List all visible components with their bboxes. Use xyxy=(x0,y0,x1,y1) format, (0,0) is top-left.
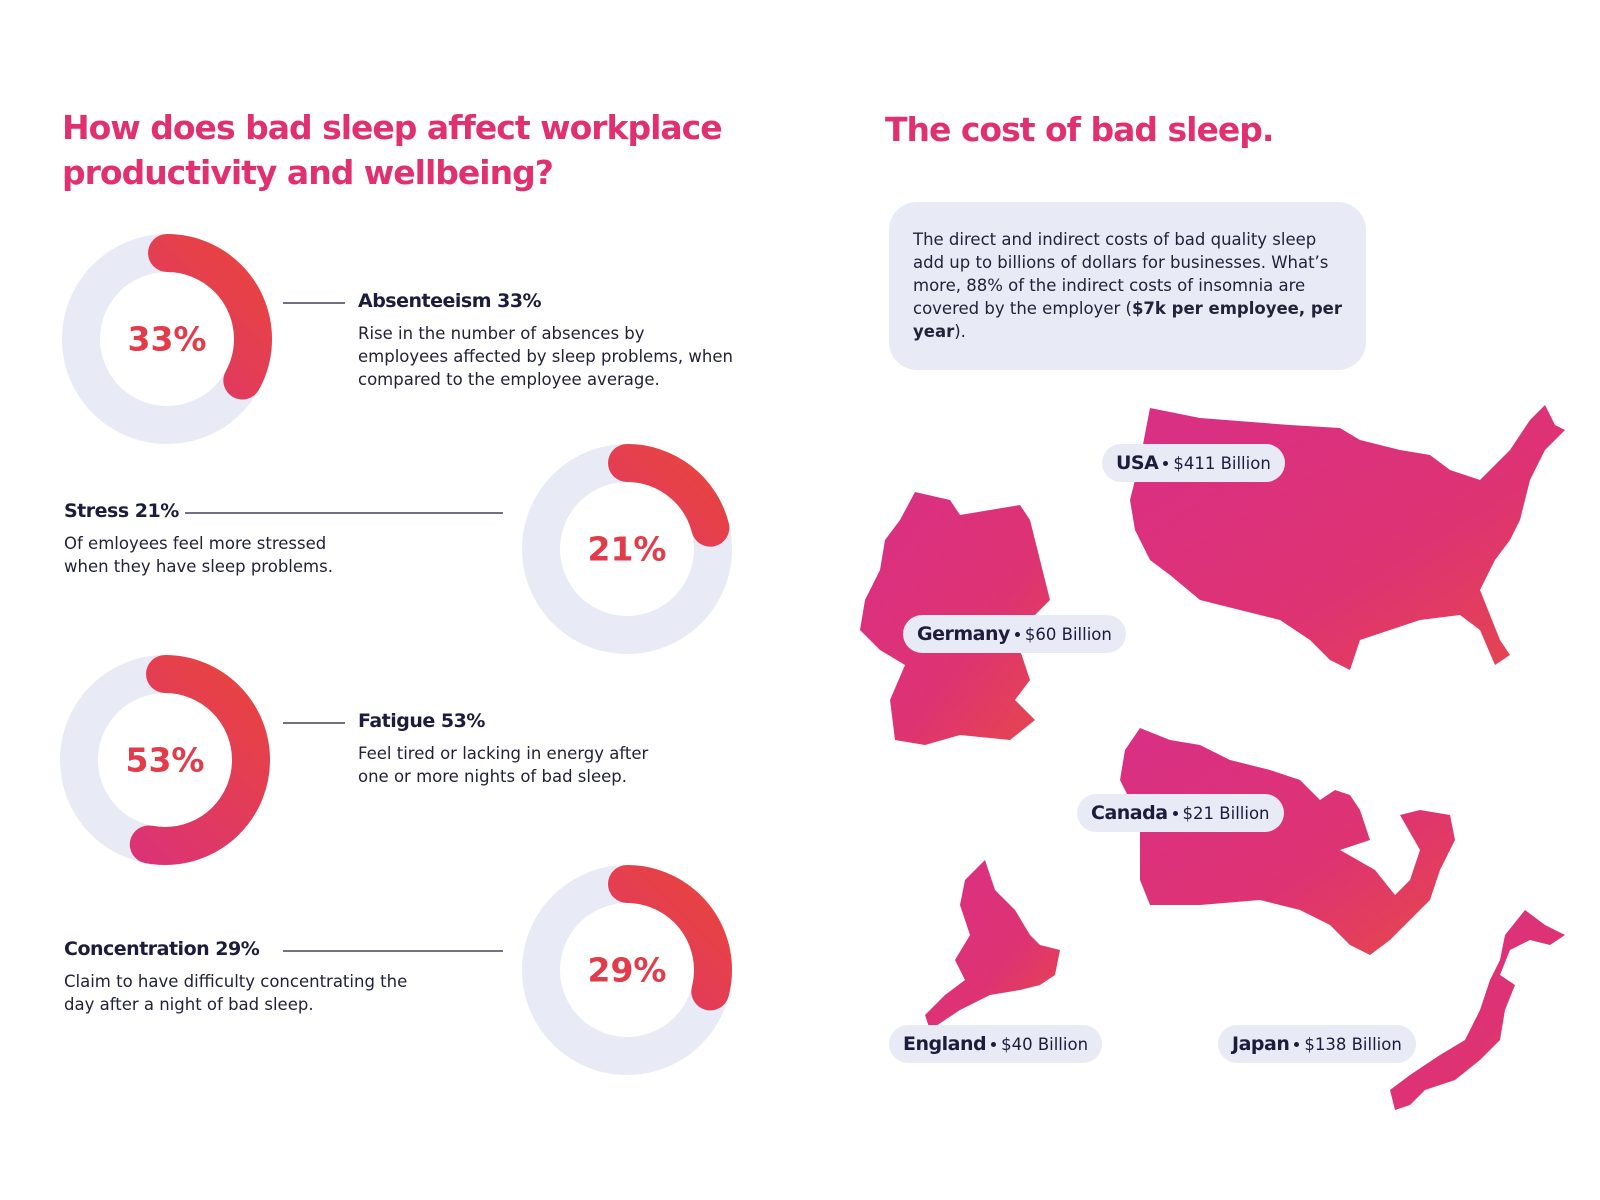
country-cost: $411 Billion xyxy=(1173,453,1271,473)
intro-box xyxy=(889,202,1366,370)
donut-label: 33% xyxy=(128,320,207,359)
connectors xyxy=(185,302,503,952)
intro-end: ). xyxy=(954,322,966,341)
stat-description: Rise in the number of absences by employ… xyxy=(358,324,733,389)
country-label: Canada $21 Billion xyxy=(1077,794,1284,832)
intro-body: The direct and indirect costs of bad qua… xyxy=(913,230,1329,318)
country-cost: $138 Billion xyxy=(1304,1034,1402,1054)
donut-arc xyxy=(522,444,732,654)
donut-arc xyxy=(60,655,270,865)
donut-label: 29% xyxy=(588,951,667,990)
country-label: Japan $138 Billion xyxy=(1218,1025,1416,1063)
stat-text: Absenteeism 33% Rise in the number of ab… xyxy=(358,290,738,391)
stat-heading: Absenteeism 33% xyxy=(358,290,542,312)
donuts: 33% 21% 53% 29% xyxy=(60,234,732,1075)
separator-dot xyxy=(1294,1041,1300,1047)
right-title: The cost of bad sleep. xyxy=(885,110,1274,149)
country-name: USA xyxy=(1116,452,1159,474)
stat-description: Of emloyees feel more stressed when they… xyxy=(64,534,333,576)
maps xyxy=(860,405,1565,1110)
country-cost: $21 Billion xyxy=(1182,803,1270,823)
country-name: Canada xyxy=(1091,802,1168,824)
separator-dot xyxy=(1172,810,1178,816)
japan-map xyxy=(1390,910,1565,1110)
donut-label: 53% xyxy=(126,741,205,780)
intro-text: The direct and indirect costs of bad qua… xyxy=(913,228,1343,343)
stat-description: Claim to have difficulty concentrating t… xyxy=(64,972,408,1014)
stat-text: Fatigue 53% Feel tired or lacking in ene… xyxy=(358,710,668,788)
separator-dot xyxy=(1014,631,1020,637)
country-name: Germany xyxy=(917,623,1010,645)
donut-arc xyxy=(62,234,272,444)
country-label: England $40 Billion xyxy=(889,1025,1103,1063)
country-name: Japan xyxy=(1232,1033,1290,1055)
stat-description: Feel tired or lacking in energy after on… xyxy=(358,744,649,786)
intro-bold: $7k per employee, per year xyxy=(913,299,1342,341)
country-label: Germany $60 Billion xyxy=(903,615,1126,653)
left-title: How does bad sleep affect workplace prod… xyxy=(62,108,723,192)
separator-dot xyxy=(1163,460,1169,466)
stat-text: Stress 21% Of emloyees feel more stresse… xyxy=(64,500,364,578)
country-cost: $60 Billion xyxy=(1024,624,1112,644)
canada-map xyxy=(1120,728,1455,955)
country-label: USA $411 Billion xyxy=(1102,444,1285,482)
stat-text: Concentration 29% Claim to have difficul… xyxy=(64,938,424,1016)
stat-heading: Fatigue 53% xyxy=(358,710,485,732)
separator-dot xyxy=(991,1041,997,1047)
country-cost: $40 Billion xyxy=(1001,1034,1089,1054)
england-map xyxy=(925,860,1060,1030)
stat-heading: Stress 21% xyxy=(64,500,179,522)
donut-label: 21% xyxy=(588,530,667,569)
donut-arc xyxy=(522,865,732,1075)
stat-heading: Concentration 29% xyxy=(64,938,260,960)
country-name: England xyxy=(903,1033,987,1055)
